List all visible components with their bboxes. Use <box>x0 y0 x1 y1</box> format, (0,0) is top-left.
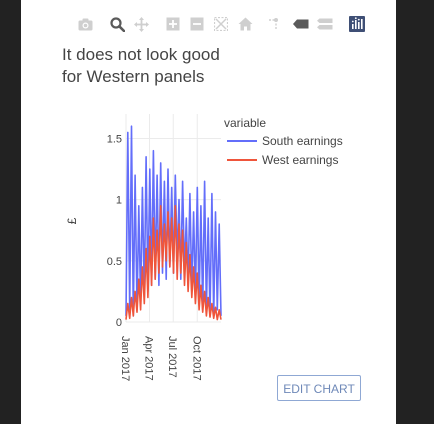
reset-axes-button[interactable] <box>235 12 255 36</box>
zoom-out-button[interactable] <box>187 12 207 36</box>
chart-title: It does not look good for Western panels <box>62 44 282 88</box>
y-tick-label: 0.5 <box>107 256 122 268</box>
hover-compare-button[interactable] <box>315 12 335 36</box>
series-layer[interactable] <box>125 125 222 321</box>
toggle-spike-lines-button[interactable] <box>265 12 285 36</box>
modebar <box>21 12 396 36</box>
hover-closest-icon <box>293 19 309 29</box>
x-tick-label: Oct 2017 <box>190 336 202 381</box>
legend-item-west[interactable]: West earnings <box>227 153 338 167</box>
legend-title: variable <box>224 116 266 130</box>
zoom-icon <box>109 16 125 32</box>
x-tick-labels: Jan 2017 Apr 2017 Jul 2017 Oct 2017 <box>119 336 202 381</box>
y-tick-label: 0 <box>116 317 122 329</box>
download-png-button[interactable] <box>75 12 95 36</box>
chart-area: 0 0.5 1 1.5 Jan 2017 Apr 2017 Jul 2017 Oct 201… <box>65 114 343 381</box>
zoom-out-icon <box>190 17 204 31</box>
autoscale-icon <box>214 17 228 31</box>
autoscale-button[interactable] <box>211 12 231 36</box>
chart-panel: It does not look good for Western panels… <box>21 0 396 424</box>
x-tick-label: Jul 2017 <box>166 336 178 378</box>
x-tick-label: Jan 2017 <box>119 336 131 381</box>
y-axis-label: £ <box>65 217 79 224</box>
y-tick-label: 1 <box>116 195 122 207</box>
edit-chart-button[interactable]: EDIT CHART <box>277 375 361 401</box>
series-line-west <box>125 205 222 321</box>
hover-closest-button[interactable] <box>291 12 311 36</box>
chart-title-line-2: for Western panels <box>62 67 205 86</box>
legend-label-south: South earnings <box>262 134 343 148</box>
zoom-button[interactable] <box>107 12 127 36</box>
zoom-in-button[interactable] <box>163 12 183 36</box>
chart-title-line-1: It does not look good <box>62 45 220 64</box>
camera-icon <box>78 18 92 30</box>
legend[interactable]: variable South earnings West earnings <box>224 116 343 167</box>
pan-button[interactable] <box>131 12 151 36</box>
legend-item-south[interactable]: South earnings <box>227 134 343 148</box>
plotly-logo-icon <box>349 16 365 32</box>
x-tick-label: Apr 2017 <box>142 336 154 381</box>
y-tick-label: 1.5 <box>107 133 122 145</box>
zoom-in-icon <box>166 17 180 31</box>
hover-compare-icon <box>317 18 333 30</box>
pan-icon <box>133 16 149 32</box>
y-tick-labels: 0 0.5 1 1.5 <box>107 133 122 329</box>
legend-label-west: West earnings <box>262 153 338 167</box>
plotly-logo[interactable] <box>347 12 367 36</box>
home-icon <box>238 17 252 31</box>
spike-lines-icon <box>269 18 278 30</box>
